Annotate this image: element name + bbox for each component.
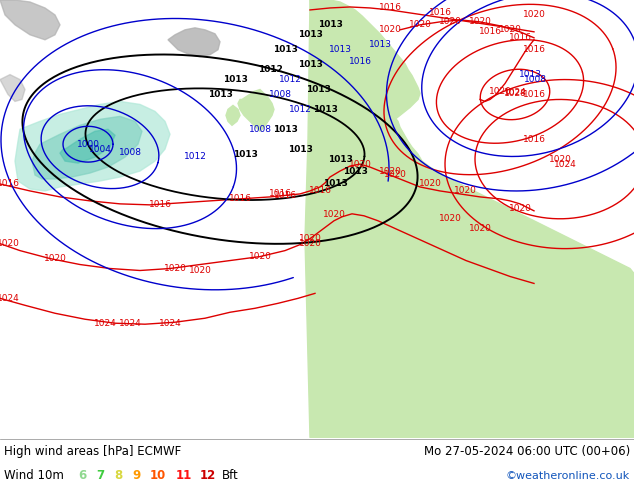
Polygon shape bbox=[238, 90, 274, 131]
Text: 1013: 1013 bbox=[519, 70, 541, 79]
Text: 1024: 1024 bbox=[553, 160, 576, 169]
Text: 9: 9 bbox=[132, 469, 140, 482]
Text: 1013: 1013 bbox=[323, 179, 347, 189]
Text: 1020: 1020 bbox=[349, 160, 372, 169]
Text: 1012: 1012 bbox=[184, 151, 207, 161]
Polygon shape bbox=[310, 0, 420, 127]
Text: 1016: 1016 bbox=[0, 179, 20, 189]
Text: 1020: 1020 bbox=[522, 10, 545, 20]
Text: 1020: 1020 bbox=[548, 155, 571, 164]
Text: 1008: 1008 bbox=[249, 125, 271, 134]
Text: 1020: 1020 bbox=[408, 21, 432, 29]
Text: 1016: 1016 bbox=[522, 90, 545, 99]
Text: 1016: 1016 bbox=[378, 3, 401, 12]
Text: 11: 11 bbox=[176, 469, 192, 482]
Text: 1020: 1020 bbox=[323, 210, 346, 220]
Text: 1016: 1016 bbox=[479, 27, 501, 36]
Text: 1016: 1016 bbox=[522, 45, 545, 54]
Text: 1004: 1004 bbox=[89, 145, 112, 154]
Text: 8: 8 bbox=[114, 469, 122, 482]
Polygon shape bbox=[310, 358, 634, 438]
Text: ©weatheronline.co.uk: ©weatheronline.co.uk bbox=[506, 471, 630, 481]
Text: 1008: 1008 bbox=[524, 75, 547, 84]
Text: Bft: Bft bbox=[222, 469, 239, 482]
Text: Mo 27-05-2024 06:00 UTC (00+06): Mo 27-05-2024 06:00 UTC (00+06) bbox=[424, 445, 630, 458]
Text: 1016: 1016 bbox=[269, 190, 292, 198]
Polygon shape bbox=[60, 129, 115, 163]
Text: 1024: 1024 bbox=[94, 318, 117, 328]
Text: 1013: 1013 bbox=[273, 45, 297, 54]
Text: 1008: 1008 bbox=[269, 90, 292, 99]
Text: 1012: 1012 bbox=[288, 105, 311, 114]
Text: 1024: 1024 bbox=[158, 318, 181, 328]
Text: 1020: 1020 bbox=[378, 167, 401, 175]
Text: 1024: 1024 bbox=[119, 318, 141, 328]
Text: 1020: 1020 bbox=[164, 264, 186, 273]
Polygon shape bbox=[32, 116, 142, 179]
Text: 1020: 1020 bbox=[384, 170, 406, 178]
Text: 1024: 1024 bbox=[503, 88, 526, 97]
Text: 1000: 1000 bbox=[77, 140, 100, 148]
Polygon shape bbox=[0, 0, 60, 40]
Text: 1013: 1013 bbox=[306, 85, 330, 94]
Text: 1020: 1020 bbox=[498, 25, 521, 34]
Text: 1020: 1020 bbox=[249, 252, 271, 261]
Text: 1013: 1013 bbox=[328, 45, 351, 54]
Text: 1020: 1020 bbox=[0, 239, 20, 248]
Text: 1016: 1016 bbox=[349, 57, 372, 66]
Text: 1020: 1020 bbox=[508, 204, 531, 213]
Text: 1020: 1020 bbox=[299, 234, 321, 243]
Text: 1013: 1013 bbox=[288, 145, 313, 154]
Text: 1020: 1020 bbox=[44, 254, 67, 263]
Text: 10: 10 bbox=[150, 469, 166, 482]
Text: 1020: 1020 bbox=[439, 214, 462, 223]
Text: 1013: 1013 bbox=[233, 149, 257, 159]
Text: 1020: 1020 bbox=[418, 179, 441, 189]
Text: 1016: 1016 bbox=[429, 8, 451, 18]
Text: 1020: 1020 bbox=[188, 266, 211, 275]
Text: 1020: 1020 bbox=[299, 239, 321, 248]
Text: 1016: 1016 bbox=[522, 135, 545, 144]
Text: High wind areas [hPa] ECMWF: High wind areas [hPa] ECMWF bbox=[4, 445, 181, 458]
Text: 1012: 1012 bbox=[257, 65, 282, 74]
Text: 1013: 1013 bbox=[273, 125, 297, 134]
Text: 1013: 1013 bbox=[297, 60, 323, 69]
Text: 1013: 1013 bbox=[368, 40, 392, 49]
Text: 1016: 1016 bbox=[148, 200, 172, 209]
Text: 12: 12 bbox=[200, 469, 216, 482]
Text: Wind 10m: Wind 10m bbox=[4, 469, 64, 482]
Text: 1028: 1028 bbox=[503, 89, 526, 98]
Text: 1020: 1020 bbox=[489, 87, 512, 96]
Text: 1013: 1013 bbox=[318, 21, 342, 29]
Text: 1013: 1013 bbox=[297, 30, 323, 39]
Polygon shape bbox=[0, 74, 25, 101]
Text: 1016: 1016 bbox=[508, 33, 531, 42]
Text: 7: 7 bbox=[96, 469, 104, 482]
Text: 1020: 1020 bbox=[469, 17, 491, 26]
Text: 1016: 1016 bbox=[309, 186, 332, 196]
Text: 1013: 1013 bbox=[328, 155, 353, 164]
Text: 1020: 1020 bbox=[439, 17, 462, 26]
Polygon shape bbox=[226, 105, 240, 125]
Polygon shape bbox=[305, 0, 634, 438]
Text: 6: 6 bbox=[78, 469, 86, 482]
Text: 1012: 1012 bbox=[278, 75, 301, 84]
Text: 1008: 1008 bbox=[119, 147, 141, 157]
Text: 1013: 1013 bbox=[223, 75, 247, 84]
Polygon shape bbox=[168, 28, 220, 57]
Text: 1016: 1016 bbox=[228, 195, 252, 203]
Text: 1020: 1020 bbox=[453, 186, 476, 196]
Polygon shape bbox=[15, 101, 170, 191]
Text: 1020: 1020 bbox=[469, 224, 491, 233]
Text: 1013: 1013 bbox=[207, 90, 233, 99]
Text: 1013: 1013 bbox=[342, 167, 368, 175]
Text: 1020: 1020 bbox=[378, 25, 401, 34]
Text: 1013: 1013 bbox=[313, 105, 337, 114]
Text: 1016: 1016 bbox=[273, 192, 297, 200]
Text: 1024: 1024 bbox=[0, 294, 20, 303]
